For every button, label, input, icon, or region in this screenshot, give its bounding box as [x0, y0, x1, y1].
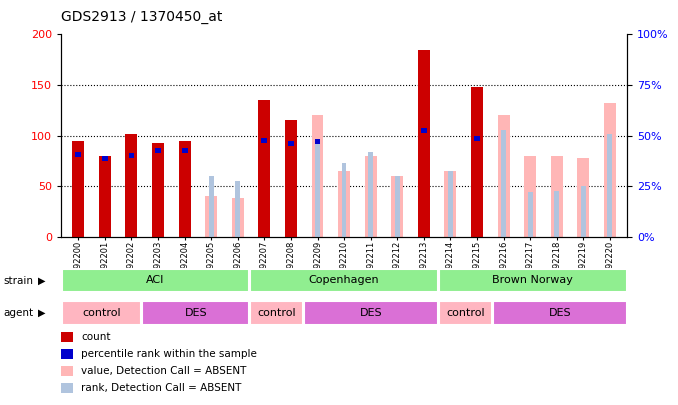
- Text: control: control: [82, 308, 121, 318]
- Bar: [315, 139, 321, 144]
- Bar: [474, 136, 480, 141]
- Bar: [418, 50, 430, 237]
- Text: count: count: [81, 332, 111, 342]
- Text: Copenhagen: Copenhagen: [308, 275, 380, 286]
- Bar: [155, 148, 161, 153]
- Text: strain: strain: [3, 276, 33, 286]
- Bar: [182, 148, 188, 153]
- Bar: [581, 186, 586, 237]
- Text: rank, Detection Call = ABSENT: rank, Detection Call = ABSENT: [81, 383, 242, 393]
- Text: ACI: ACI: [146, 275, 165, 286]
- Bar: [62, 269, 250, 292]
- Text: control: control: [446, 308, 485, 318]
- Bar: [75, 152, 81, 157]
- Bar: [205, 196, 217, 237]
- Text: control: control: [258, 308, 296, 318]
- Bar: [178, 141, 191, 237]
- Bar: [125, 134, 138, 237]
- Bar: [421, 128, 426, 133]
- Bar: [365, 156, 377, 237]
- Bar: [395, 176, 399, 237]
- Bar: [604, 103, 616, 237]
- Text: Brown Norway: Brown Norway: [492, 275, 573, 286]
- Bar: [73, 141, 84, 237]
- Bar: [342, 163, 346, 237]
- Bar: [524, 156, 536, 237]
- Bar: [99, 156, 111, 237]
- Bar: [501, 130, 506, 237]
- Bar: [235, 181, 240, 237]
- Bar: [250, 269, 438, 292]
- Bar: [448, 171, 453, 237]
- Bar: [232, 198, 244, 237]
- Bar: [607, 134, 612, 237]
- Bar: [471, 87, 483, 237]
- Bar: [391, 176, 403, 237]
- Bar: [304, 301, 438, 325]
- Bar: [498, 115, 510, 237]
- Text: DES: DES: [184, 308, 207, 318]
- Text: GDS2913 / 1370450_at: GDS2913 / 1370450_at: [61, 10, 222, 24]
- Bar: [527, 192, 532, 237]
- Bar: [439, 269, 626, 292]
- Bar: [209, 176, 214, 237]
- Bar: [152, 143, 164, 237]
- Bar: [62, 301, 141, 325]
- Text: DES: DES: [360, 308, 382, 318]
- Bar: [129, 153, 134, 158]
- Bar: [493, 301, 626, 325]
- Text: agent: agent: [3, 308, 33, 318]
- Bar: [142, 301, 250, 325]
- Text: ▶: ▶: [38, 276, 45, 286]
- Bar: [555, 192, 559, 237]
- Bar: [288, 141, 294, 146]
- Bar: [102, 156, 108, 161]
- Bar: [439, 301, 492, 325]
- Bar: [311, 115, 323, 237]
- Bar: [338, 171, 350, 237]
- Bar: [577, 158, 589, 237]
- Bar: [262, 138, 267, 143]
- Bar: [551, 156, 563, 237]
- Bar: [368, 152, 373, 237]
- Bar: [444, 171, 456, 237]
- Text: percentile rank within the sample: percentile rank within the sample: [81, 349, 257, 359]
- Bar: [285, 121, 297, 237]
- Bar: [258, 100, 271, 237]
- Text: ▶: ▶: [38, 308, 45, 318]
- Text: value, Detection Call = ABSENT: value, Detection Call = ABSENT: [81, 366, 247, 376]
- Text: DES: DES: [549, 308, 571, 318]
- Bar: [315, 140, 320, 237]
- Bar: [250, 301, 303, 325]
